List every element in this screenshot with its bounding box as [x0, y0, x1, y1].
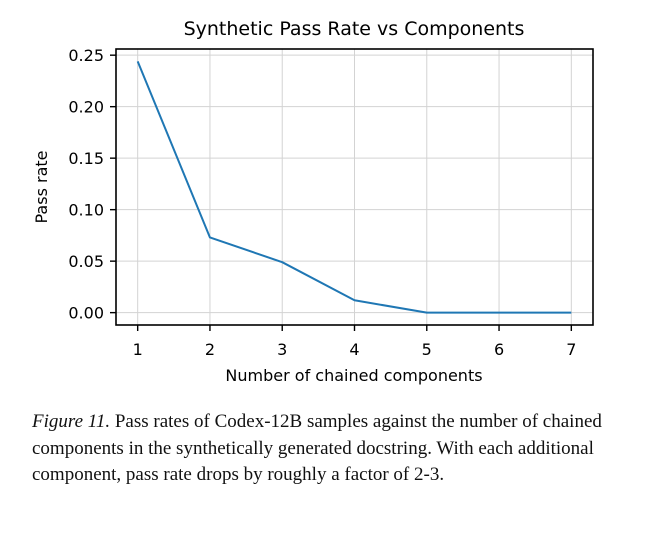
y-tick-label: 0.25	[68, 46, 104, 65]
y-tick-label: 0.15	[68, 149, 104, 168]
x-tick-label: 5	[422, 340, 432, 359]
figure-label: Figure 11.	[32, 411, 111, 432]
x-tick-label: 3	[277, 340, 287, 359]
figure-caption: Figure 11. Pass rates of Codex-12B sampl…	[32, 409, 612, 489]
y-tick-label: 0.20	[68, 98, 104, 117]
x-tick-label: 1	[133, 340, 143, 359]
axis-ticks: 1 2 3 4 5 6 7 0.00 0.05 0.10 0.15 0.20 0.25	[68, 46, 576, 359]
y-axis-label: Pass rate	[32, 151, 51, 224]
x-tick-label: 4	[349, 340, 359, 359]
grid-lines	[116, 49, 593, 325]
y-tick-label: 0.10	[68, 201, 104, 220]
caption-text: Pass rates of Codex-12B samples against …	[32, 411, 602, 485]
chart-title: Synthetic Pass Rate vs Components	[184, 18, 525, 40]
plot-frame	[115, 48, 594, 326]
y-tick-label: 0.00	[68, 304, 104, 323]
x-axis-label: Number of chained components	[225, 366, 482, 385]
x-tick-label: 7	[566, 340, 576, 359]
x-tick-label: 6	[494, 340, 504, 359]
x-tick-label: 2	[205, 340, 215, 359]
series-group	[136, 60, 572, 314]
line-chart: Synthetic Pass Rate vs Components 1 2 3 4 5 6…	[32, 18, 594, 385]
y-tick-label: 0.05	[68, 252, 104, 271]
